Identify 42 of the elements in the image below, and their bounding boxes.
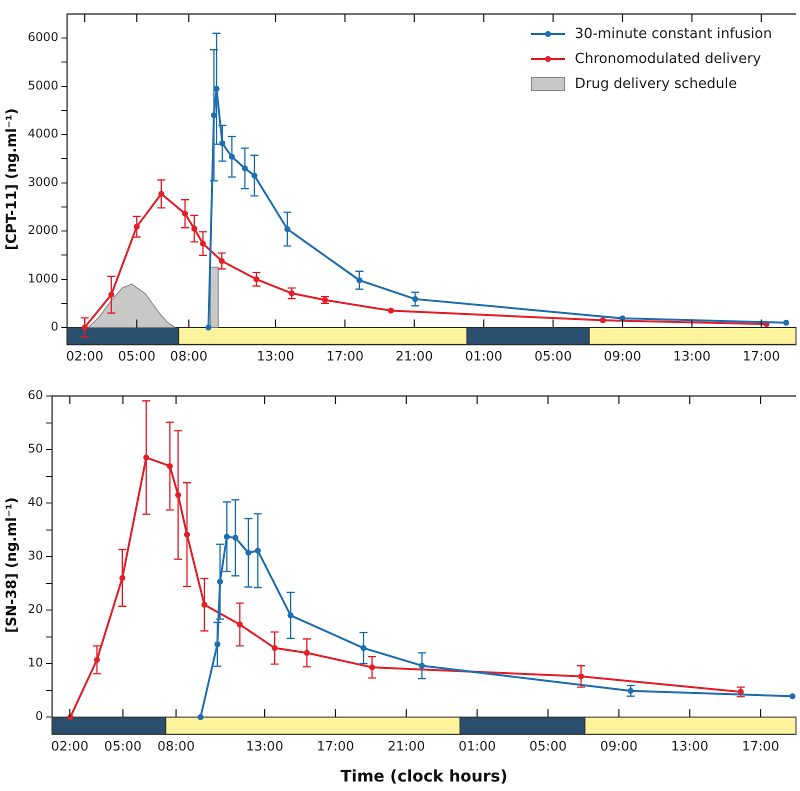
x-tick-label: 13:00 [246, 739, 284, 754]
y-tick-label: 20 [28, 602, 44, 616]
legend-label: 30-minute constant infusion [574, 26, 772, 42]
x-tick-label: 05:00 [104, 739, 142, 754]
y-tick-label: 3000 [28, 174, 58, 189]
y-axis-title: [SN-38] (ng.ml⁻¹) [4, 497, 20, 633]
y-tick-label: 5000 [28, 78, 58, 92]
y-axis-title: [CPT-11] (ng.ml⁻¹) [4, 108, 20, 250]
x-tick-label: 05:00 [529, 739, 567, 754]
x-tick-label: 17:00 [316, 739, 354, 754]
y-tick-label: 0 [35, 709, 44, 724]
x-tick-label: 02:00 [66, 350, 104, 365]
legend-label: Drug delivery schedule [574, 76, 737, 92]
x-tick-label: 09:00 [604, 350, 642, 365]
y-tick-label: 60 [28, 388, 44, 402]
x-tick-label: 05:00 [534, 350, 572, 365]
x-tick-label: 17:00 [326, 350, 364, 365]
x-tick-label: 02:00 [51, 739, 89, 754]
x-tick-label: 05:00 [118, 350, 156, 365]
y-tick-label: 4000 [28, 126, 58, 141]
x-tick-label: 08:00 [157, 739, 195, 754]
x-tick-label: 01:00 [464, 350, 502, 365]
x-tick-label: 09:00 [600, 739, 638, 754]
x-tick-label: 13:00 [673, 350, 711, 365]
x-tick-label: 21:00 [388, 739, 426, 754]
x-tick-label: 21:00 [396, 350, 434, 365]
y-tick-label: 40 [28, 495, 44, 510]
x-tick-label: 13:00 [670, 739, 708, 754]
x-axis-title: Time (clock hours) [340, 766, 508, 786]
x-tick-label: 08:00 [170, 350, 208, 365]
y-tick-label: 2000 [28, 223, 58, 238]
x-tick-label: 01:00 [458, 739, 496, 754]
y-tick-label: 10 [28, 656, 44, 670]
x-tick-label: 13:00 [256, 350, 294, 365]
y-tick-label: 50 [28, 442, 44, 456]
legend-label: Chronomodulated delivery [574, 51, 761, 67]
y-tick-label: 30 [28, 548, 44, 563]
y-tick-label: 6000 [28, 30, 58, 44]
x-tick-label: 17:00 [742, 739, 780, 754]
y-tick-label: 1000 [28, 271, 58, 286]
x-tick-label: 17:00 [742, 350, 780, 365]
y-tick-label: 0 [50, 320, 58, 334]
